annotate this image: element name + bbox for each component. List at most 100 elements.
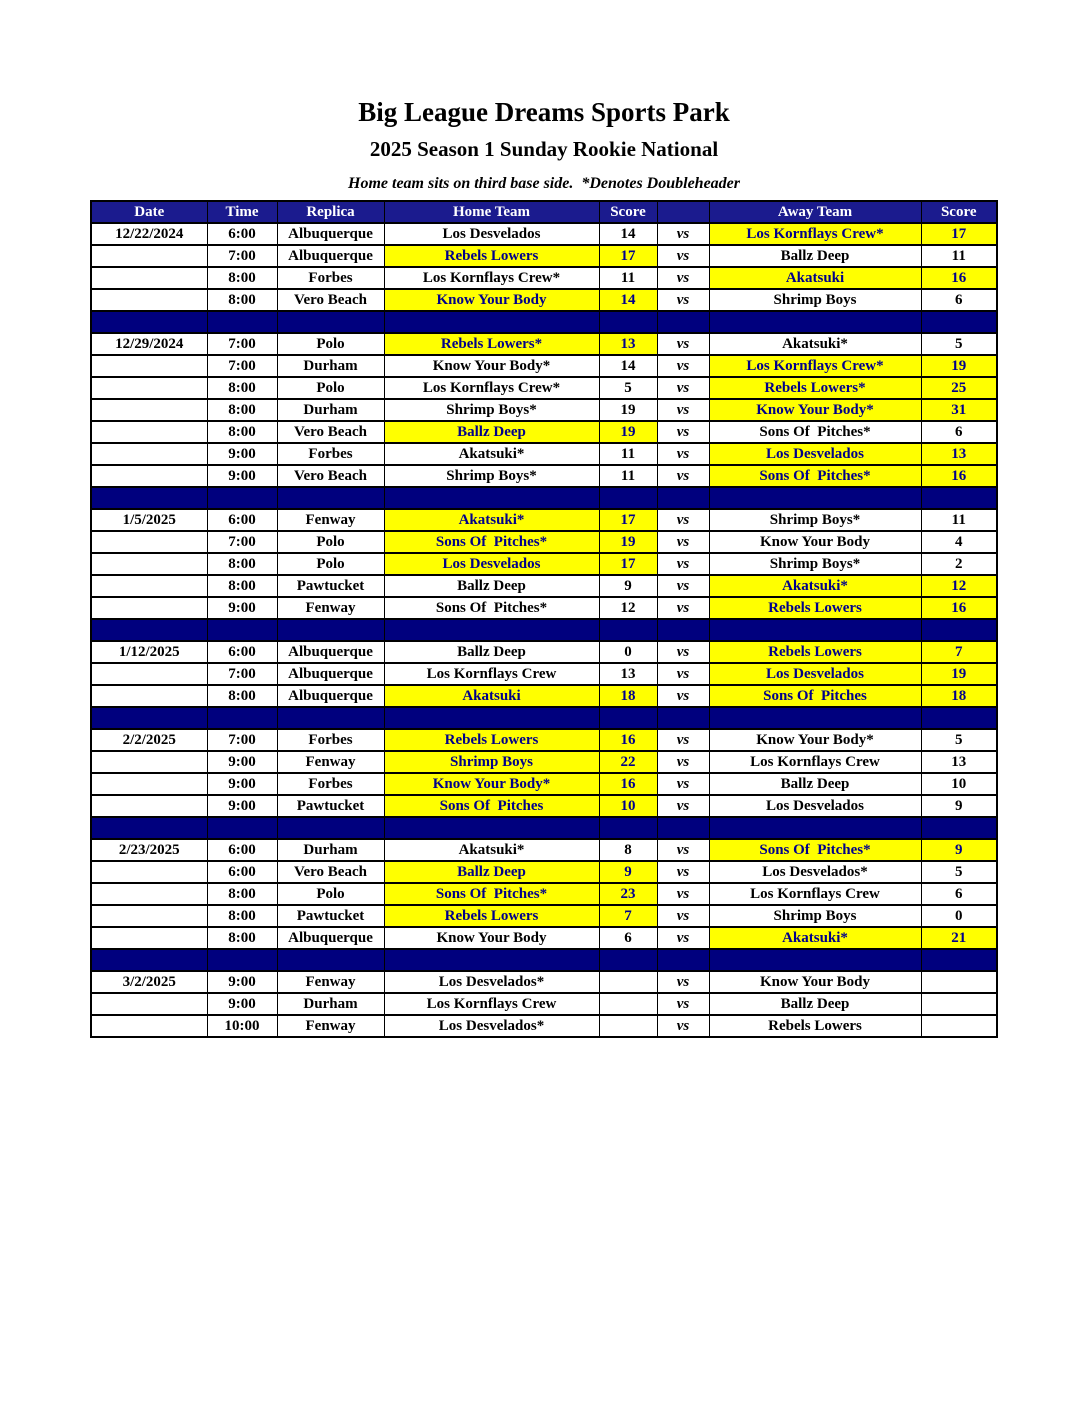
vs-cell: vs [656,441,710,466]
away-team-cell: Know Your Body [708,529,922,554]
date-cell [90,375,208,400]
separator-cell [276,947,385,972]
time-cell: 7:00 [206,331,278,356]
away-score-cell: 6 [920,881,998,906]
away-score-cell: 16 [920,265,998,290]
game-row: 9:00 Forbes Know Your Body* 16 vs Ballz Deep 1… [90,771,998,796]
home-team-cell: Shrimp Boys [383,749,600,774]
time-cell: 10:00 [206,1013,278,1038]
date-cell [90,661,208,686]
replica-cell: Pawtucket [276,793,385,818]
separator-cell [656,705,710,730]
replica-cell: Vero Beach [276,463,385,488]
separator-cell [598,309,658,334]
vs-cell: vs [656,287,710,312]
vs-cell: vs [656,507,710,532]
game-row: 7:00 Polo Sons Of Pitches* 19 vs Know Your Bo… [90,529,998,554]
away-team-cell: Know Your Body [708,969,922,994]
time-cell: 9:00 [206,595,278,620]
home-score-cell: 17 [598,507,658,532]
separator-cell [206,815,278,840]
separator-cell [656,309,710,334]
separator-cell [656,485,710,510]
replica-cell: Fenway [276,749,385,774]
schedule-note: Home team sits on third base side. *Deno… [348,174,740,192]
home-score-cell: 14 [598,221,658,246]
separator-cell [598,617,658,642]
game-row: 8:00 Polo Los Kornflays Crew* 5 vs Rebels Low… [90,375,998,400]
table-header: Date Time Replica Home Team Score Away T… [90,199,998,224]
game-row: 6:00 Vero Beach Ballz Deep 9 vs Los Desvelado… [90,859,998,884]
home-score-cell: 19 [598,529,658,554]
home-team-cell: Akatsuki* [383,441,600,466]
date-cell: 12/29/2024 [90,331,208,356]
home-score-cell: 9 [598,573,658,598]
away-score-cell: 0 [920,903,998,928]
date-cell [90,243,208,268]
home-team-cell: Los Kornflays Crew* [383,265,600,290]
home-team-cell: Akatsuki [383,683,600,708]
replica-cell: Durham [276,353,385,378]
away-score-cell: 17 [920,221,998,246]
time-cell: 7:00 [206,727,278,752]
replica-cell: Forbes [276,265,385,290]
home-score-cell: 19 [598,397,658,422]
home-team-cell: Los Desvelados [383,551,600,576]
separator-cell [383,309,600,334]
home-team-cell: Sons Of Pitches* [383,595,600,620]
separator-cell [383,705,600,730]
vs-cell: vs [656,727,710,752]
vs-cell: vs [656,463,710,488]
separator-cell [598,815,658,840]
home-team-cell: Ballz Deep [383,573,600,598]
home-team-cell: Ballz Deep [383,859,600,884]
game-row: 2/23/2025 6:00 Durham Akatsuki* 8 vs Sons Of P… [90,837,998,862]
game-row: 8:00 Vero Beach Know Your Body 14 vs Shrimp B… [90,287,998,312]
away-score-cell: 11 [920,507,998,532]
home-team-cell: Sons Of Pitches* [383,529,600,554]
replica-cell: Fenway [276,1013,385,1038]
vs-cell: vs [656,837,710,862]
time-cell: 9:00 [206,463,278,488]
group-separator-row [90,309,998,334]
separator-cell [920,947,998,972]
date-cell [90,419,208,444]
away-team-cell: Rebels Lowers [708,1013,922,1038]
away-team-cell: Ballz Deep [708,771,922,796]
separator-cell [598,947,658,972]
game-row: 8:00 Vero Beach Ballz Deep 19 vs Sons Of Pitc… [90,419,998,444]
home-score-cell: 13 [598,331,658,356]
away-score-cell: 16 [920,595,998,620]
date-cell: 2/23/2025 [90,837,208,862]
date-cell [90,287,208,312]
separator-cell [206,947,278,972]
away-score-cell: 2 [920,551,998,576]
separator-cell [276,617,385,642]
home-team-cell: Los Desvelados* [383,969,600,994]
away-score-cell: 9 [920,793,998,818]
season-subtitle: 2025 Season 1 Sunday Rookie National [369,137,719,162]
game-row: 9:00 Fenway Sons Of Pitches* 12 vs Rebels Low… [90,595,998,620]
away-team-cell: Akatsuki* [708,331,922,356]
game-row: 7:00 Albuquerque Los Kornflays Crew 13 vs Los… [90,661,998,686]
home-score-cell: 6 [598,925,658,950]
time-cell: 8:00 [206,265,278,290]
game-row: 12/22/2024 6:00 Albuquerque Los Desvelados 1… [90,221,998,246]
replica-cell: Durham [276,991,385,1016]
time-cell: 9:00 [206,441,278,466]
separator-cell [276,309,385,334]
date-cell [90,1013,208,1038]
away-team-cell: Akatsuki [708,265,922,290]
time-cell: 9:00 [206,969,278,994]
away-team-cell: Shrimp Boys* [708,507,922,532]
separator-cell [920,815,998,840]
col-header-vs [656,199,710,224]
group-separator-row [90,815,998,840]
game-row: 10:00 Fenway Los Desvelados* vs Rebels Lower… [90,1013,998,1038]
vs-cell: vs [656,859,710,884]
separator-cell [708,617,922,642]
game-row: 12/29/2024 7:00 Polo Rebels Lowers* 13 vs Akat… [90,331,998,356]
replica-cell: Polo [276,529,385,554]
replica-cell: Albuquerque [276,639,385,664]
away-team-cell: Sons Of Pitches* [708,837,922,862]
